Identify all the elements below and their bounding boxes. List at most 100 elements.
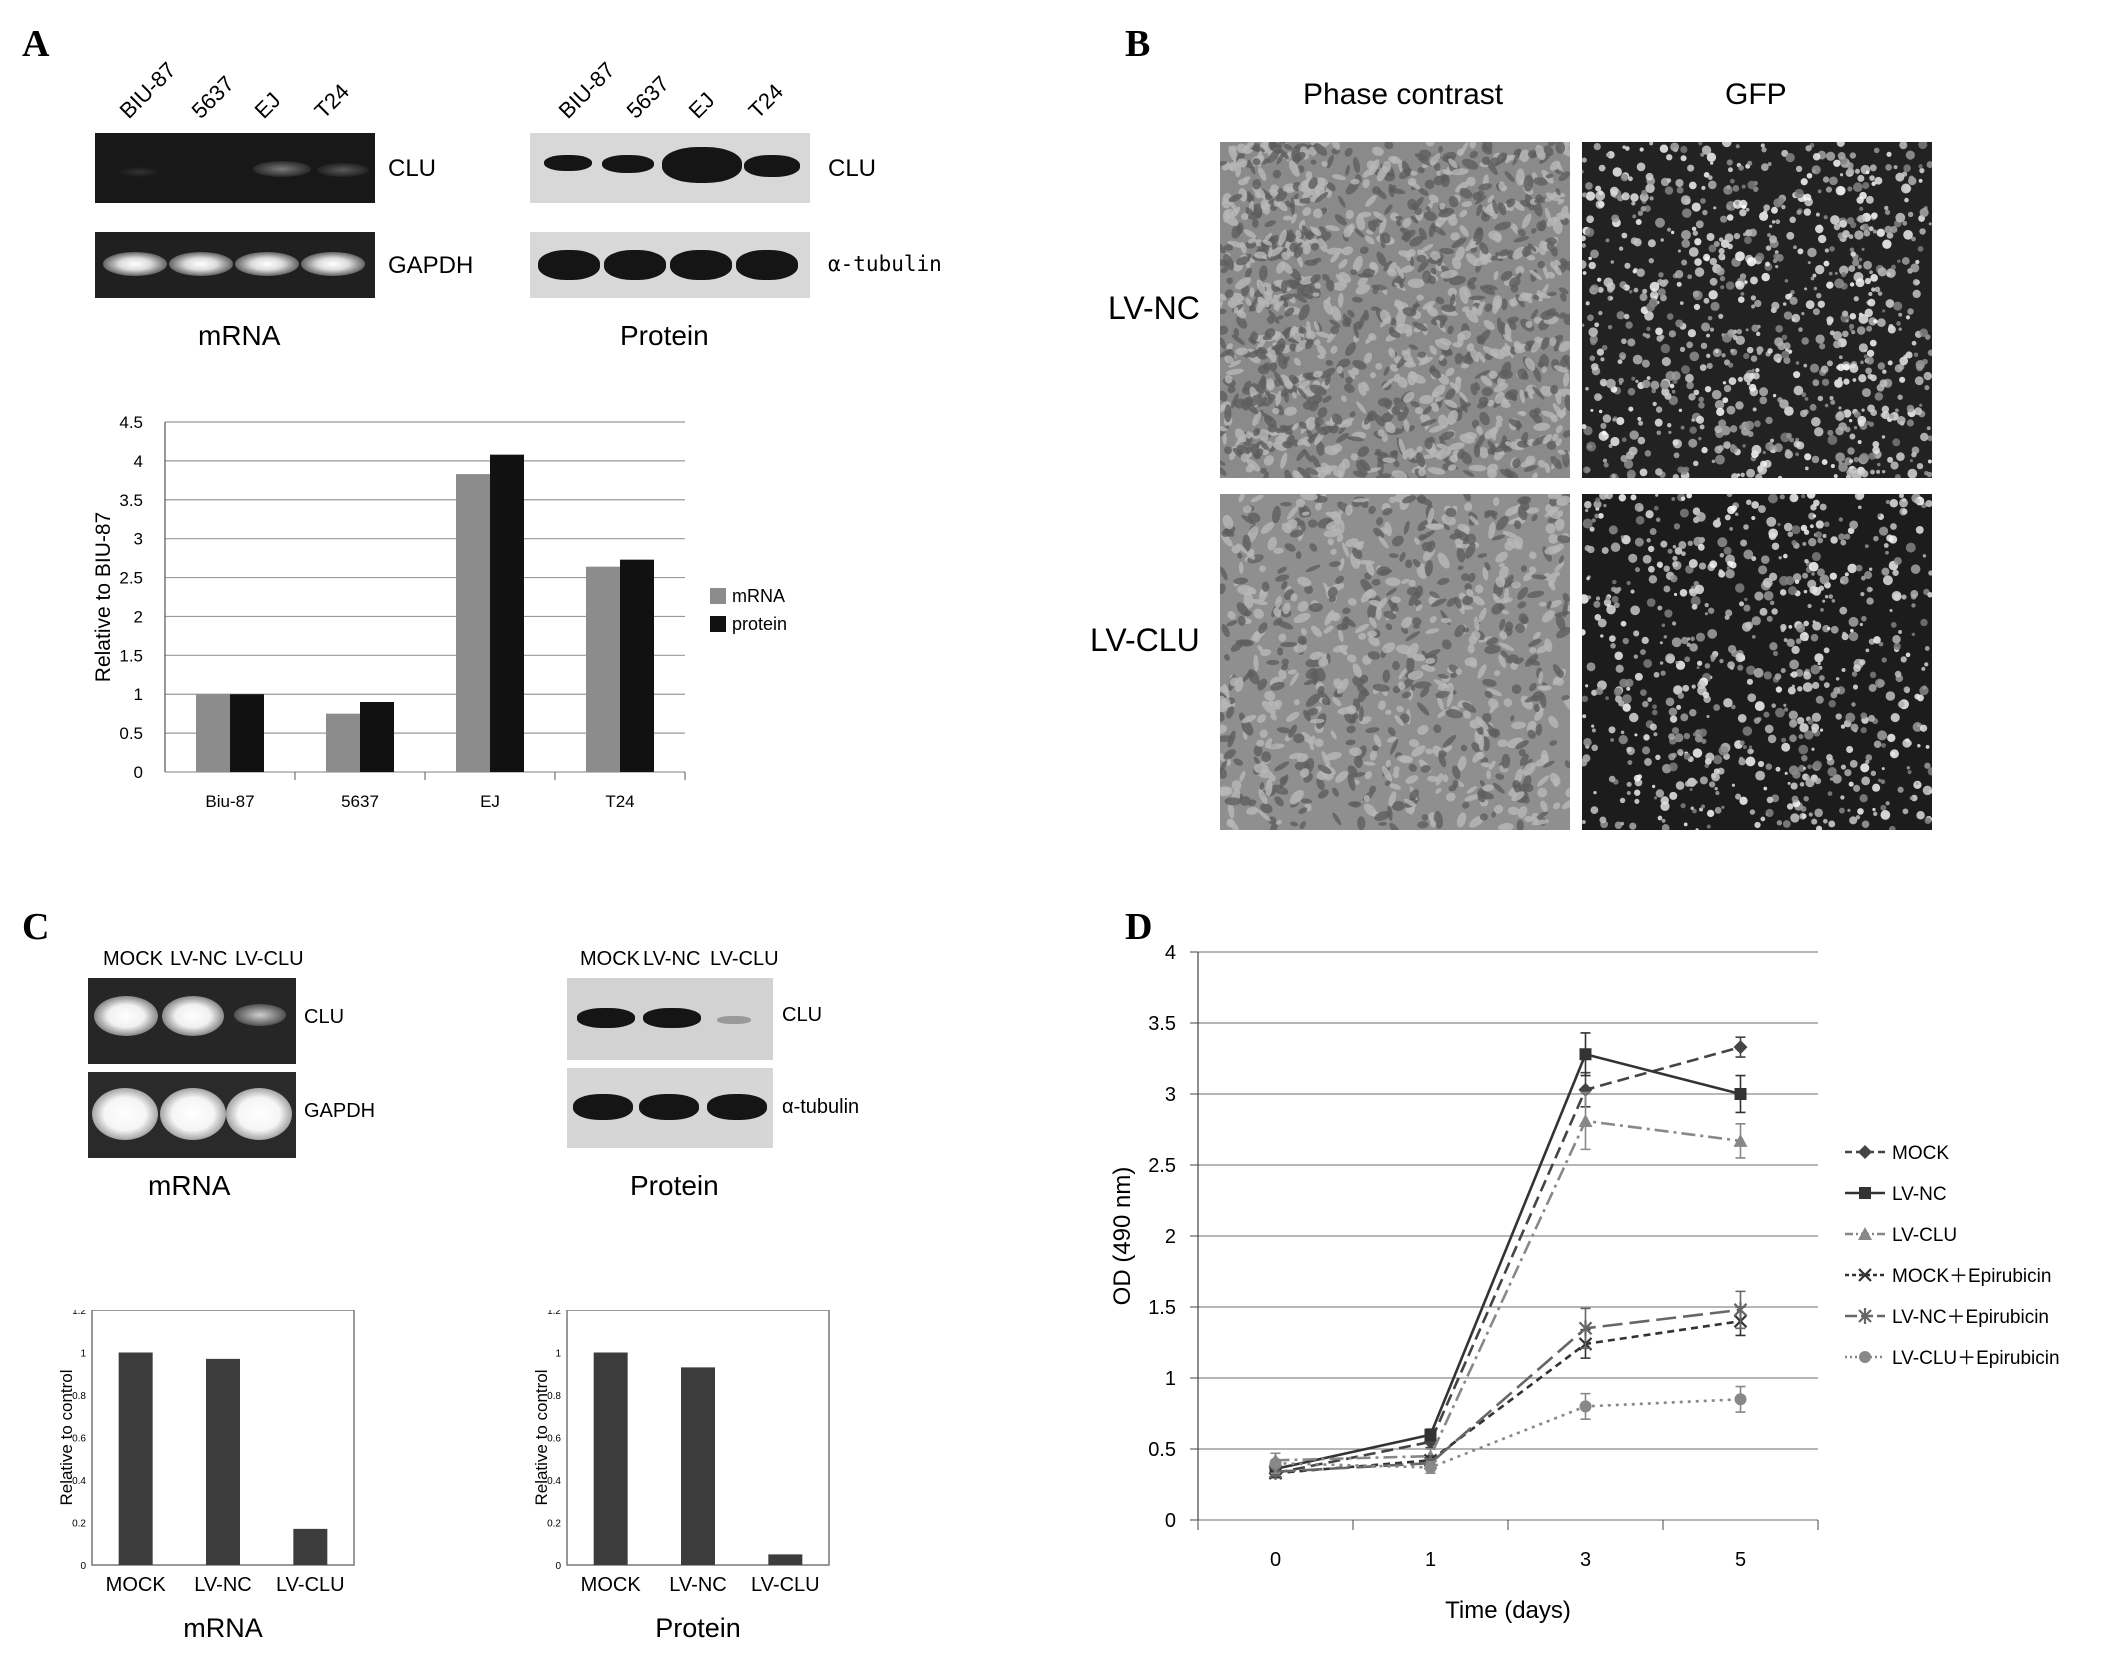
x-tick-label: LV-CLU: [276, 1574, 345, 1596]
chart-a-relative-expression: 0 0.5 1 1.5 2 2.5 3 3.5 4 4.5 Biu-87 5637 EJ T24 Relat…: [92, 413, 787, 811]
bar-mRNA-Biu-87: [196, 694, 230, 772]
gel-row-label: GAPDH: [388, 252, 474, 279]
data-point-marker: [1424, 1461, 1437, 1474]
y-tick-label: 3.5: [1148, 1013, 1176, 1035]
x-tick-label: EJ: [480, 792, 500, 811]
y-tick-label: 0.5: [119, 724, 143, 743]
chart-c-protein: 0 0.2 0.4 0.6 0.8 1 1.2 MOCK LV-NC LV-CLU Relative…: [535, 1310, 830, 1643]
panel-letter-d: D: [1125, 906, 1153, 948]
x-tick-label: T24: [605, 792, 634, 811]
lane-label: LV-CLU: [235, 948, 304, 970]
data-point-marker: [1579, 1048, 1592, 1061]
x-tick-label: Biu-87: [205, 792, 254, 811]
y-tick-label: 0.6: [72, 1434, 86, 1445]
data-point-marker: [1734, 1393, 1747, 1406]
y-tick-label: 0: [1165, 1510, 1176, 1532]
bar-mRNA-5637: [326, 713, 360, 772]
y-tick-label: 1.2: [547, 1310, 561, 1317]
series-line-LV-NC: [1275, 1052, 1741, 1471]
legend-label: LV-NC＋Epirubicin: [1892, 1307, 2049, 1328]
data-point-marker: [1858, 1268, 1872, 1282]
blot-caption: Protein: [630, 1170, 719, 1201]
data-point-marker: [1859, 1351, 1871, 1363]
blot-tubulin-band-image: [530, 232, 810, 298]
x-axis-label: Protein: [655, 1613, 741, 1643]
series-line-MOCK: [1275, 1045, 1741, 1475]
lane-label: LV-NC: [643, 948, 701, 970]
gel-clu-band-image: [95, 133, 375, 203]
panel-letter-c: C: [22, 906, 50, 948]
y-tick-label: 2: [134, 607, 143, 626]
lane-label: BIU-87: [553, 57, 620, 124]
lane-label: LV-NC: [170, 948, 228, 970]
legend-swatch: [710, 588, 726, 604]
y-tick-label: 0: [134, 763, 143, 782]
y-tick-label: 2: [1165, 1226, 1176, 1248]
data-point-marker: [1859, 1187, 1871, 1199]
y-tick-label: 0.4: [72, 1476, 86, 1487]
legend-label: LV-NC: [1892, 1184, 1947, 1205]
lane-label: LV-CLU: [710, 948, 779, 970]
y-tick-label: 1: [1165, 1368, 1176, 1390]
x-tick-label: LV-NC: [194, 1574, 251, 1596]
y-tick-label: 3: [134, 530, 143, 549]
data-point-marker: [1734, 1088, 1747, 1100]
blot-row-label: CLU: [782, 1004, 823, 1026]
blot-clu-band-image: [567, 978, 773, 1060]
x-tick-label: 5637: [341, 792, 379, 811]
y-tick-label: 0.8: [547, 1391, 561, 1402]
bar-mRNA-T24: [586, 566, 620, 772]
y-axis-label: OD (490 nm): [1109, 1167, 1136, 1306]
y-axis-label: Relative to control: [60, 1369, 76, 1505]
lane-label: EJ: [249, 87, 286, 124]
gel-gapdh-band-image: [95, 232, 375, 298]
legend-label: MOCK＋Epirubicin: [1892, 1266, 2051, 1287]
series-line-LV-NC＋Epirubicin: [1275, 1308, 1741, 1474]
x-tick-label: 1: [1425, 1549, 1436, 1571]
y-tick-label: 2.5: [119, 569, 143, 588]
y-tick-label: 0: [555, 1561, 561, 1572]
blot-row-label: α-tubulin: [782, 1096, 860, 1118]
gfp-lv-clu-image: [1582, 494, 1932, 830]
series-line-LV-CLU＋Epirubicin: [1275, 1398, 1741, 1469]
legend-label: protein: [732, 614, 787, 634]
bar-protein-T24: [620, 559, 654, 772]
legend-label: LV-CLU: [1892, 1225, 1957, 1246]
y-tick-label: 0.4: [547, 1476, 561, 1487]
chart-d-growth-curve: 0 0.5 1 1.5 2 2.5 3 3.5 4 0 1 3 5 Time (days) OD (490 …: [1109, 942, 2060, 1624]
bar-protein-5637: [360, 702, 394, 772]
lane-label: MOCK: [103, 948, 163, 970]
lane-label: T24: [743, 78, 789, 124]
gel-row-label: CLU: [304, 1006, 345, 1028]
blot-row-label: α-tubulin: [828, 252, 942, 276]
bar-LV-CLU: [293, 1528, 328, 1565]
y-tick-label: 0.8: [72, 1391, 86, 1402]
y-tick-label: 1.2: [72, 1310, 86, 1317]
phase-contrast-lv-nc-image: [1220, 142, 1570, 478]
y-tick-label: 1: [555, 1349, 561, 1360]
lane-label: T24: [309, 78, 355, 124]
data-point-marker: [1733, 1133, 1748, 1147]
data-point-marker: [1858, 1308, 1872, 1324]
data-point-marker: [1578, 1113, 1593, 1127]
legend-swatch: [710, 616, 726, 632]
x-tick-label: 5: [1735, 1549, 1746, 1571]
lane-label: EJ: [683, 87, 720, 124]
bar-LV-NC: [206, 1358, 240, 1565]
bar-protein-EJ: [490, 454, 524, 772]
lane-label: 5637: [621, 71, 674, 124]
y-tick-label: 0.2: [547, 1519, 561, 1530]
row-header: LV-NC: [1108, 290, 1200, 326]
y-axis-label: Relative to control: [535, 1369, 551, 1505]
y-tick-label: 3: [1165, 1084, 1176, 1106]
y-tick-label: 4.5: [119, 413, 143, 432]
row-header: LV-CLU: [1090, 622, 1200, 658]
blot-caption: Protein: [620, 320, 709, 351]
gel-caption: mRNA: [198, 320, 281, 351]
x-tick-label: 3: [1580, 1549, 1591, 1571]
blot-row-label: CLU: [828, 155, 877, 182]
legend-label: mRNA: [732, 586, 785, 606]
gel-caption: mRNA: [148, 1170, 231, 1201]
y-tick-label: 0.2: [72, 1519, 86, 1530]
bar-protein-Biu-87: [230, 694, 264, 772]
